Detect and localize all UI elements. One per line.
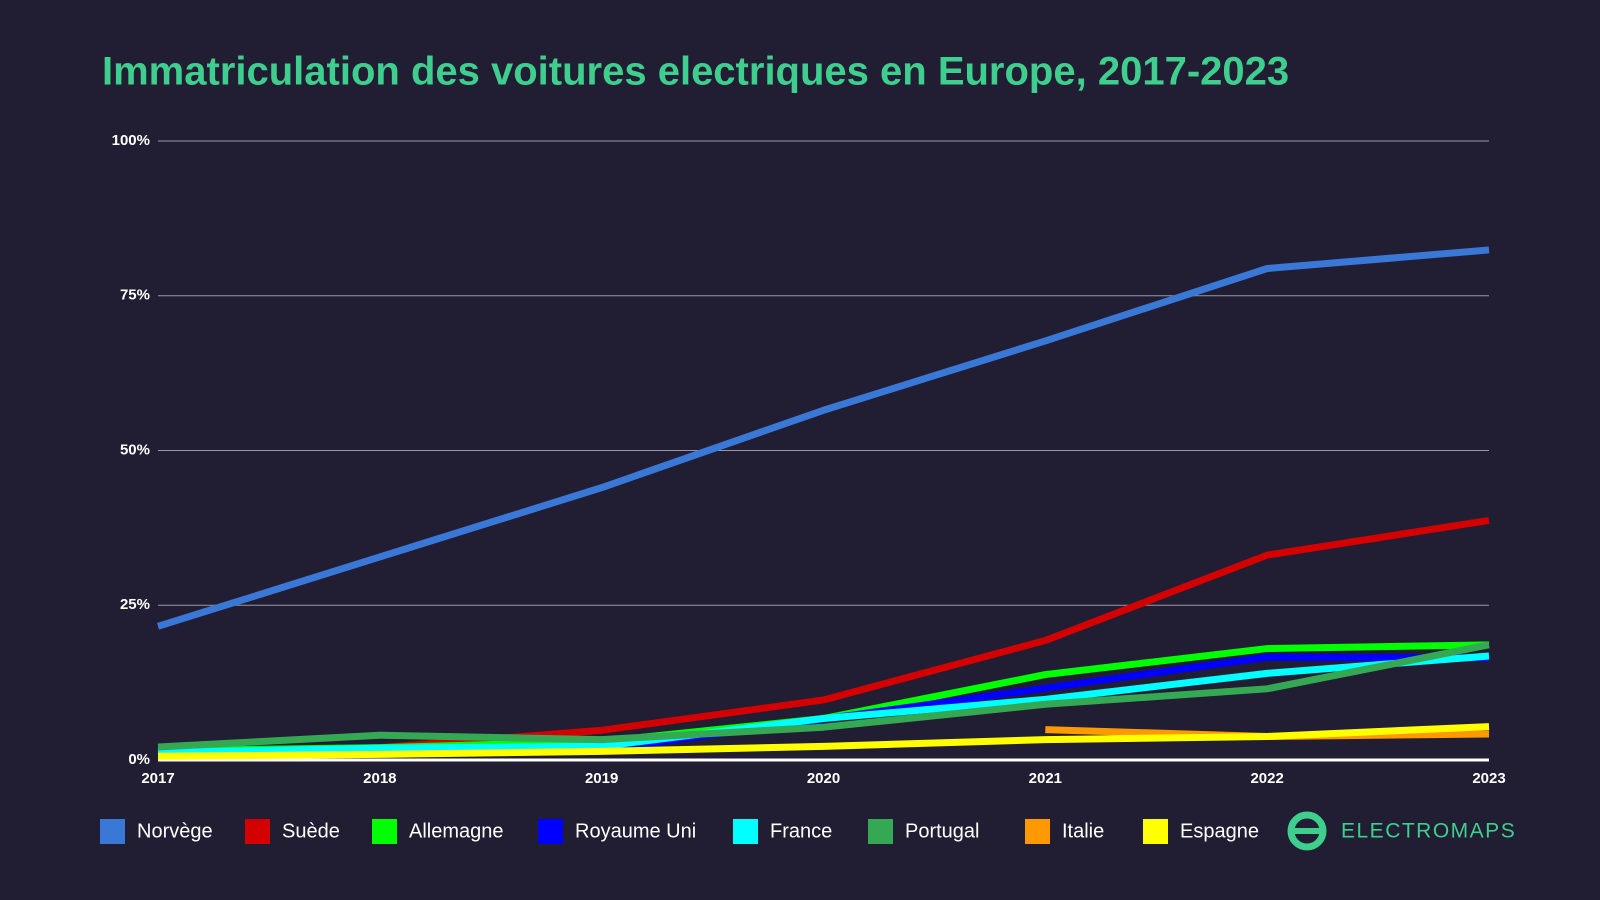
- y-tick-label: 50%: [120, 441, 150, 458]
- series-line: [157, 723, 1490, 760]
- legend-label: Norvège: [137, 820, 213, 842]
- x-tick-label: 2022: [1250, 770, 1283, 787]
- x-tick-label: 2020: [807, 770, 840, 787]
- x-tick-label: 2019: [585, 770, 618, 787]
- legend-swatch: [245, 819, 270, 844]
- series-line: [156, 246, 1490, 630]
- logo: ELECTROMAPS: [1287, 811, 1516, 851]
- chart-title: Immatriculation des voitures electriques…: [102, 50, 1289, 94]
- logo-icon: [1287, 811, 1327, 851]
- x-tick-label: 2023: [1472, 770, 1505, 787]
- legend-label: Portugal: [905, 820, 980, 842]
- legend-swatch: [1143, 819, 1168, 844]
- legend-label: Italie: [1062, 820, 1104, 842]
- legend-label: Royaume Uni: [575, 820, 696, 842]
- series-line: [157, 641, 1490, 751]
- y-tick-label: 75%: [120, 287, 150, 304]
- legend-label: Espagne: [1180, 820, 1259, 842]
- legend-label: Allemagne: [409, 820, 504, 842]
- legend-swatch: [733, 819, 758, 844]
- x-tick-label: 2021: [1029, 770, 1062, 787]
- series-line: [157, 652, 1490, 757]
- y-tick-label: 100%: [112, 132, 150, 149]
- brand: ELECTROMAPS: [1341, 820, 1516, 843]
- x-tick-label: 2018: [363, 770, 396, 787]
- legend-swatch: [1025, 819, 1050, 844]
- legend-swatch: [100, 819, 125, 844]
- legend-swatch: [868, 819, 893, 844]
- legend-label: Suède: [282, 820, 340, 842]
- legend-swatch: [538, 819, 563, 844]
- y-tick-label: 0%: [128, 751, 150, 768]
- legend-swatch: [372, 819, 397, 844]
- legend-label: France: [770, 820, 832, 842]
- y-tick-label: 25%: [120, 596, 150, 613]
- x-tick-label: 2017: [141, 770, 174, 787]
